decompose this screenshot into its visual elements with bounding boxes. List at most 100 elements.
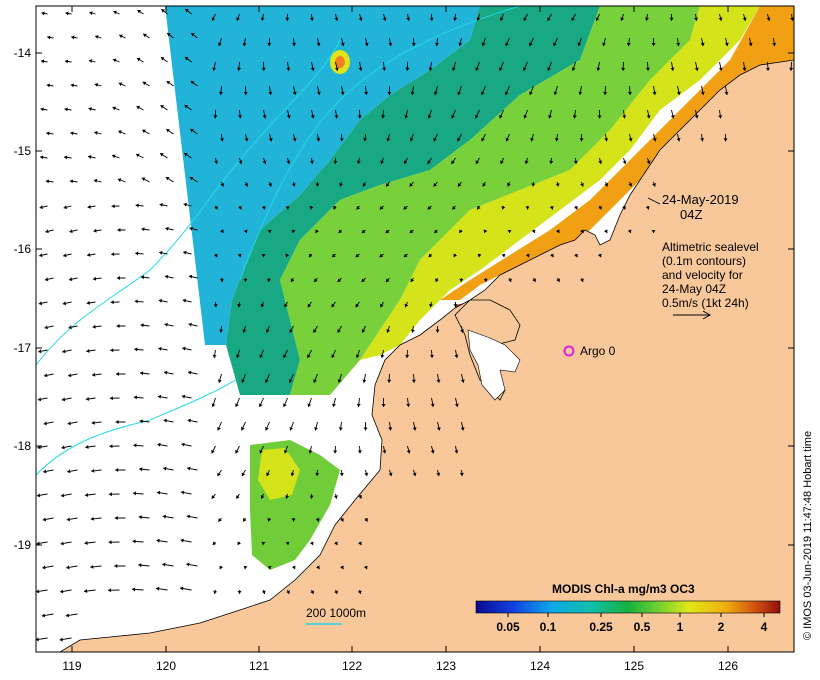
velocity-arrow-head <box>261 590 266 594</box>
velocity-arrow-head <box>718 17 723 21</box>
velocity-arrow-head <box>42 517 47 522</box>
velocity-arrow-head <box>42 565 46 570</box>
velocity-arrow-head <box>700 91 705 95</box>
velocity-arrow-head <box>477 253 482 258</box>
lon-tick-label: 123 <box>436 659 456 673</box>
velocity-arrow-head <box>117 228 121 233</box>
velocity-arrow-head <box>142 129 146 134</box>
velocity-arrow-head <box>211 17 216 21</box>
velocity-arrow-head <box>90 564 94 569</box>
deep-ocean-chlorophyll <box>165 6 480 345</box>
velocity-arrow-head <box>60 493 65 498</box>
velocity-arrow-head <box>264 379 269 383</box>
velocity-arrow-head <box>237 590 242 594</box>
velocity-arrow-head <box>481 42 486 47</box>
velocity-arrow-head <box>41 11 45 16</box>
velocity-arrow-head <box>676 91 681 95</box>
velocity-arrow-head <box>261 254 266 258</box>
velocity-arrow-head <box>220 229 224 234</box>
velocity-arrow-head <box>119 34 123 39</box>
velocity-arrow-head <box>162 562 166 567</box>
velocity-arrow-head <box>116 276 120 281</box>
velocity-arrow-head <box>86 300 90 305</box>
velocity-arrow-head <box>116 372 120 377</box>
lat-tick-label: -18 <box>14 439 32 453</box>
velocity-arrow-head <box>241 472 246 477</box>
velocity-arrow-head <box>307 403 312 407</box>
velocity-arrow-head <box>220 138 224 142</box>
velocity-arrow-head <box>186 562 190 567</box>
velocity-arrow-head <box>260 17 265 21</box>
coastal-chlorophyll <box>360 6 760 360</box>
velocity-arrow-head <box>310 590 314 594</box>
velocity-arrow-head <box>500 160 504 164</box>
velocity-arrow-head <box>574 253 578 258</box>
colorbar-tick-label: 0.05 <box>496 620 520 634</box>
velocity-arrow-head <box>652 91 657 95</box>
velocity-arrow-head <box>316 42 321 47</box>
velocity-arrow-head <box>159 202 163 207</box>
velocity-arrow-head <box>334 67 339 71</box>
velocity-arrow-head <box>530 137 535 142</box>
velocity-arrow-head <box>451 67 456 71</box>
velocity-arrow-head <box>241 379 246 383</box>
velocity-arrow-head <box>340 565 344 570</box>
velocity-arrow-head <box>410 91 415 95</box>
velocity-arrow-head <box>364 472 369 477</box>
velocity-arrow-head <box>718 115 723 119</box>
velocity-arrow-head <box>166 129 170 133</box>
velocity-arrow-head <box>237 304 242 308</box>
velocity-arrow-head <box>382 450 387 454</box>
velocity-arrow-head <box>67 421 71 426</box>
velocity-arrow-head <box>404 115 409 119</box>
velocity-arrow-head <box>236 354 240 358</box>
velocity-arrow-head <box>427 206 432 210</box>
velocity-arrow-head <box>334 115 339 119</box>
mid-ocean-chlorophyll <box>226 6 600 395</box>
velocity-arrow-head <box>406 17 411 21</box>
velocity-arrow-head <box>670 67 675 71</box>
velocity-arrow-head <box>261 67 266 71</box>
velocity-arrow-head <box>724 42 729 47</box>
velocity-arrow-head <box>95 35 99 39</box>
velocity-arrow-head <box>331 303 335 308</box>
sealevel-line-4: 24-May 04Z <box>662 282 726 296</box>
velocity-arrow-head <box>460 427 465 431</box>
velocity-arrow-head <box>186 514 191 519</box>
velocity-arrow-head <box>260 303 265 308</box>
velocity-arrow-head <box>358 67 363 71</box>
velocity-arrow-head <box>380 303 384 308</box>
velocity-arrow-head <box>362 182 367 187</box>
velocity-arrow-head <box>286 160 291 164</box>
velocity-arrow-head <box>108 540 112 545</box>
velocity-arrow-head <box>409 137 414 142</box>
velocity-arrow-head <box>380 160 385 164</box>
velocity-arrow-head <box>498 67 503 71</box>
velocity-arrow-head <box>435 278 439 283</box>
velocity-arrow-head <box>499 114 503 119</box>
velocity-arrow-head <box>385 229 390 234</box>
velocity-arrow-head <box>157 442 161 447</box>
velocity-arrow-head <box>46 131 50 136</box>
velocity-arrow-head <box>457 91 462 95</box>
velocity-arrow-head <box>406 450 411 454</box>
velocity-arrow-head <box>160 57 165 61</box>
velocity-arrow-head <box>214 205 218 210</box>
island-reef-core <box>335 56 345 68</box>
sealevel-line-2: (0.1m contours) <box>662 254 746 268</box>
velocity-arrow-head <box>506 183 511 187</box>
lon-tick-label: 125 <box>624 659 644 673</box>
velocity-arrow-head <box>339 138 344 142</box>
velocity-arrow-head <box>137 10 141 14</box>
velocity-arrow-head <box>645 67 650 71</box>
velocity-arrow-head <box>531 229 536 234</box>
velocity-arrow-head <box>580 278 584 283</box>
velocity-arrow-head <box>523 114 528 119</box>
velocity-arrow-head <box>188 322 192 327</box>
velocity-arrow-head <box>217 379 222 383</box>
velocity-arrow-head <box>236 67 241 71</box>
velocity-arrow-head <box>139 419 143 424</box>
velocity-arrow-head <box>240 426 245 431</box>
velocity-arrow-head <box>549 160 554 164</box>
velocity-arrow-head <box>268 137 273 142</box>
